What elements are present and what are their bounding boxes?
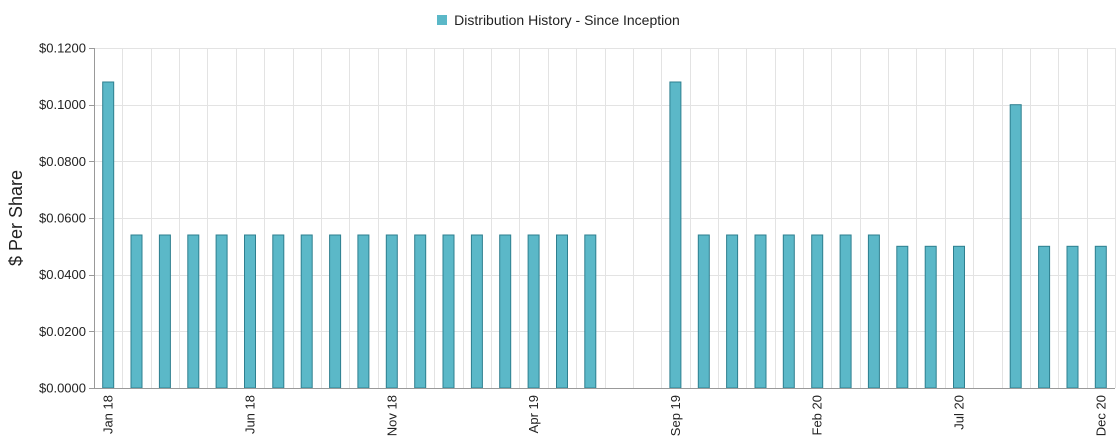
bar <box>130 234 143 389</box>
bar <box>1094 245 1107 389</box>
bar <box>470 234 483 389</box>
x-tick-label: Nov 18 <box>384 395 399 436</box>
y-axis-label: $ Per Share <box>6 170 26 266</box>
bar <box>300 234 313 389</box>
x-tick-label: Feb 20 <box>810 395 825 435</box>
x-tick-label: Apr 19 <box>526 395 541 433</box>
bar <box>782 234 795 389</box>
axes <box>89 48 1115 389</box>
bar <box>1009 104 1022 389</box>
x-tick-label: Jul 20 <box>952 395 967 430</box>
bar <box>584 234 597 389</box>
y-tick-label: $0.0000 <box>39 381 86 396</box>
bar <box>669 81 682 389</box>
bar <box>697 234 710 389</box>
bar <box>556 234 568 389</box>
bar <box>329 234 342 389</box>
bar <box>839 234 852 389</box>
bar <box>1066 245 1079 389</box>
bar <box>158 234 171 389</box>
y-tick-labels: $0.0000 $0.0200 $0.0400 $0.0600 $0.0800 $0.10… <box>39 41 86 396</box>
x-tick-label: Jun 18 <box>243 395 258 434</box>
bar <box>924 245 937 389</box>
y-tick-label: $0.0600 <box>39 211 86 226</box>
y-tick-label: $0.0400 <box>39 267 86 282</box>
bars-group <box>102 81 1107 389</box>
bar <box>244 234 256 389</box>
bar <box>867 234 880 389</box>
bar <box>811 234 824 389</box>
x-tick-label: Sep 19 <box>668 395 683 436</box>
x-tick-label: Jan 18 <box>101 395 116 434</box>
bar <box>499 234 512 389</box>
legend-label[interactable]: Distribution History - Since Inception <box>454 12 680 28</box>
chart-legend: Distribution History - Since Inception <box>0 12 1117 28</box>
x-tick-label: Dec 20 <box>1093 395 1108 436</box>
legend-swatch <box>437 15 448 25</box>
x-tick-labels: Jan 18 Jun 18 Nov 18 Apr 19 Sep 19 Feb 20 Jul … <box>101 395 1109 436</box>
bar <box>414 234 427 389</box>
bar <box>385 234 398 389</box>
bar <box>272 234 285 389</box>
bar <box>527 234 540 389</box>
bar <box>102 81 115 389</box>
bar <box>357 234 370 389</box>
bar <box>187 234 200 389</box>
bar <box>442 234 455 389</box>
bar <box>896 245 909 389</box>
bar <box>1038 245 1051 389</box>
y-tick-label: $0.0800 <box>39 154 86 169</box>
y-tick-label: $0.0200 <box>39 324 86 339</box>
bar <box>726 234 739 389</box>
bar <box>754 234 767 389</box>
bar <box>953 245 965 389</box>
grid-lines <box>94 48 1116 389</box>
y-tick-label: $0.1200 <box>39 41 86 56</box>
y-tick-label: $0.1000 <box>39 97 86 112</box>
bar <box>215 234 228 389</box>
